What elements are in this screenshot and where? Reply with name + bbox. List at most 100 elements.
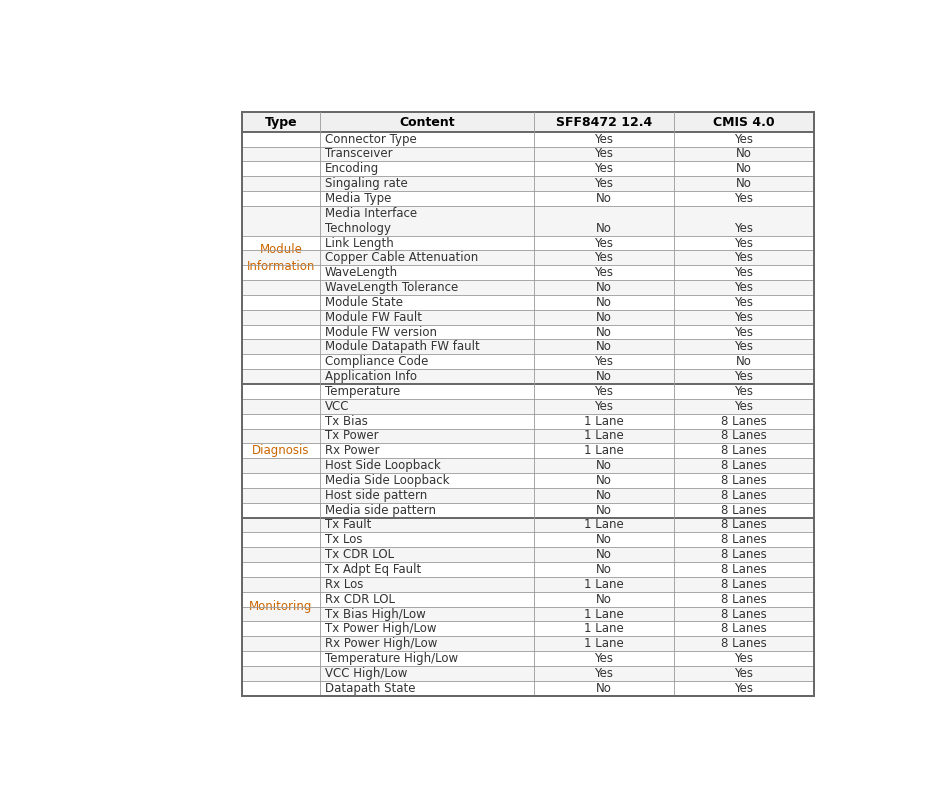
Bar [243,503,814,518]
Text: Yes: Yes [594,162,614,175]
Text: Monitoring: Monitoring [249,600,312,613]
Text: Yes: Yes [594,148,614,160]
Text: No: No [596,682,612,695]
Text: Yes: Yes [735,341,753,353]
Text: No: No [596,296,612,309]
Text: Tx Los: Tx Los [325,534,362,546]
Text: VCC High/Low: VCC High/Low [325,667,407,680]
Text: Yes: Yes [594,385,614,398]
Text: No: No [596,592,612,606]
Text: Yes: Yes [735,237,753,249]
Bar [243,176,814,191]
Text: 8 Lanes: 8 Lanes [721,518,767,531]
Bar [243,414,814,429]
Text: 1 Lane: 1 Lane [584,607,624,621]
Bar [243,191,814,206]
Text: Connector Type: Connector Type [325,133,417,145]
Bar [243,147,814,161]
Bar [243,206,814,236]
Bar [243,161,814,176]
Text: Rx CDR LOL: Rx CDR LOL [325,592,394,606]
Text: Module
Information: Module Information [246,243,315,273]
Text: Yes: Yes [735,326,753,338]
Text: 8 Lanes: 8 Lanes [721,548,767,561]
Text: Link Length: Link Length [325,237,393,249]
Text: No: No [596,534,612,546]
Text: No: No [596,563,612,576]
Bar [243,250,814,265]
Text: CMIS 4.0: CMIS 4.0 [713,116,775,129]
Text: Yes: Yes [735,296,753,309]
Text: 8 Lanes: 8 Lanes [721,430,767,442]
Bar [243,680,814,696]
Text: Tx Bias High/Low: Tx Bias High/Low [325,607,425,621]
Text: Yes: Yes [594,652,614,665]
Text: No: No [596,192,612,205]
Bar [243,518,814,533]
Text: Yes: Yes [735,133,753,145]
Text: 8 Lanes: 8 Lanes [721,534,767,546]
Bar [243,265,814,280]
Text: WaveLength: WaveLength [325,266,398,279]
Text: No: No [736,177,751,190]
Text: No: No [596,281,612,294]
Text: Yes: Yes [594,667,614,680]
Text: Tx Power: Tx Power [325,430,379,442]
Text: No: No [596,548,612,561]
Text: 1 Lane: 1 Lane [584,518,624,531]
Bar [243,369,814,384]
Text: Temperature: Temperature [325,385,400,398]
Text: Yes: Yes [735,222,753,235]
Text: 8 Lanes: 8 Lanes [721,414,767,428]
Bar [243,354,814,369]
Bar [243,458,814,473]
Text: Yes: Yes [735,652,753,665]
Text: Module State: Module State [325,296,403,309]
Text: Tx Power High/Low: Tx Power High/Low [325,622,436,635]
Bar [243,384,814,399]
Text: Yes: Yes [735,370,753,383]
Text: Tx Adpt Eq Fault: Tx Adpt Eq Fault [325,563,421,576]
Text: 1 Lane: 1 Lane [584,445,624,457]
Text: No: No [736,148,751,160]
Text: Encoding: Encoding [325,162,379,175]
Text: No: No [596,474,612,487]
Text: Yes: Yes [735,192,753,205]
Text: Tx CDR LOL: Tx CDR LOL [325,548,393,561]
Text: Tx Bias: Tx Bias [325,414,367,428]
Text: Yes: Yes [594,133,614,145]
Bar [243,113,814,132]
Text: No: No [596,310,612,324]
Text: Yes: Yes [594,177,614,190]
Text: 8 Lanes: 8 Lanes [721,474,767,487]
Text: 8 Lanes: 8 Lanes [721,638,767,650]
Text: 1 Lane: 1 Lane [584,414,624,428]
Text: Rx Power: Rx Power [325,445,379,457]
Bar [243,340,814,354]
Text: Yes: Yes [594,399,614,413]
Text: Yes: Yes [735,385,753,398]
Text: Yes: Yes [594,237,614,249]
Text: VCC: VCC [325,399,349,413]
Text: 1 Lane: 1 Lane [584,638,624,650]
Text: Host Side Loopback: Host Side Loopback [325,459,440,472]
Text: 1 Lane: 1 Lane [584,430,624,442]
Bar [243,607,814,622]
Text: 8 Lanes: 8 Lanes [721,592,767,606]
Text: 1 Lane: 1 Lane [584,622,624,635]
Text: Copper Cable Attenuation: Copper Cable Attenuation [325,252,478,264]
Text: Media Interface
Technology: Media Interface Technology [325,206,417,235]
Bar [243,399,814,414]
Bar [243,636,814,651]
Text: 8 Lanes: 8 Lanes [721,563,767,576]
Text: Temperature High/Low: Temperature High/Low [325,652,458,665]
Text: Diagnosis: Diagnosis [252,445,310,457]
Text: 8 Lanes: 8 Lanes [721,445,767,457]
Text: No: No [596,326,612,338]
Text: Compliance Code: Compliance Code [325,355,428,368]
Text: Transceiver: Transceiver [325,148,392,160]
Text: Module Datapath FW fault: Module Datapath FW fault [325,341,479,353]
Text: WaveLength Tolerance: WaveLength Tolerance [325,281,458,294]
Text: 8 Lanes: 8 Lanes [721,578,767,591]
Text: Host side pattern: Host side pattern [325,489,427,502]
